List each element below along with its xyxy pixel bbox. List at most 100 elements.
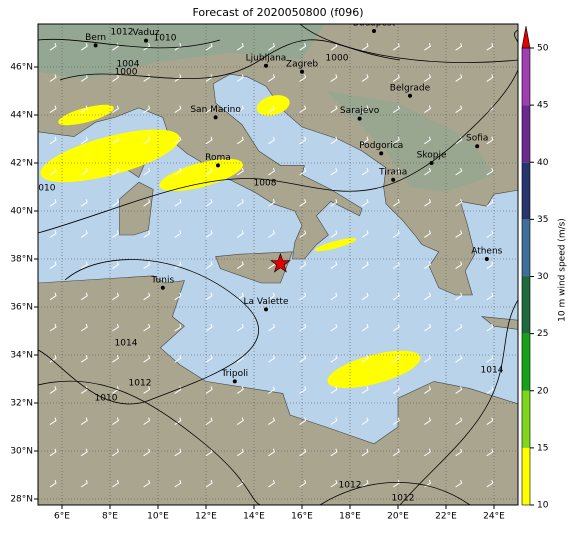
wind-barb [455, 230, 463, 238]
wind-barb [205, 261, 213, 270]
city-dot [429, 161, 434, 165]
wind-barb [49, 43, 57, 51]
x-tick-label: 16°E [291, 512, 313, 522]
wind-barb [143, 448, 151, 457]
isobar [38, 38, 221, 49]
city-label: Tripoli [220, 369, 248, 379]
wind-barb [361, 261, 369, 270]
colorbar: 10 15 20 25 30 35 40 45 50 [521, 25, 549, 511]
wind-barb [361, 479, 369, 488]
wind-barb [236, 323, 244, 332]
wind-barb [424, 167, 431, 176]
wind-barb [361, 74, 369, 82]
wind-barb [392, 230, 400, 238]
wind-barb [392, 479, 400, 488]
wind-barb [330, 323, 338, 332]
wind-barb [174, 479, 182, 488]
city-label: La Valette [244, 297, 289, 307]
wind-barb [268, 355, 275, 363]
wind-barb [486, 74, 494, 82]
wind-barb [299, 386, 307, 394]
wind-barb [80, 417, 88, 426]
wind-barb [330, 105, 338, 114]
wind-barb [392, 417, 400, 426]
wind-barb [268, 199, 275, 207]
wind-barb [486, 136, 494, 145]
city-dot [232, 379, 237, 384]
city-dot [144, 38, 148, 43]
y-tick-label: 34°N [10, 351, 33, 361]
wind-barb [361, 386, 369, 394]
event-star [270, 252, 291, 273]
city-dot [475, 144, 480, 149]
wind-barb [299, 43, 307, 51]
city-dot [408, 93, 412, 98]
isobar [38, 259, 259, 405]
colorbar-tick-label: 40 [537, 158, 549, 168]
wind-barb [424, 292, 431, 301]
wind-barb [174, 261, 182, 270]
wind-barb [236, 230, 244, 238]
city-label: Tunis [150, 275, 174, 285]
x-tick-label: 22°E [435, 512, 457, 522]
y-tick-label: 32°N [10, 399, 33, 409]
wind-barb [80, 261, 88, 270]
colorbar-tick-label: 45 [537, 101, 548, 111]
wind-barb [205, 479, 213, 488]
wind-barb [49, 167, 57, 176]
city-label: Sarajevo [340, 106, 380, 116]
wind-barb [143, 417, 151, 426]
wind-barb [236, 386, 244, 394]
wind-barb [268, 448, 275, 457]
wind-barb [143, 386, 151, 394]
colorbar-tick-label: 20 [537, 386, 549, 396]
x-tick-label: 6°E [54, 512, 70, 522]
wind-barb [143, 43, 151, 51]
wind-barb [455, 292, 463, 301]
city-label: Belgrade [390, 83, 431, 93]
wind-barb [330, 448, 338, 457]
wind-barb [392, 292, 400, 301]
city-label: Skopje [417, 151, 447, 161]
wind-barb [80, 386, 88, 394]
wind-barb [424, 417, 431, 426]
colorbar-label: 10 m wind speed (m/s) [558, 218, 568, 322]
city-dot [357, 116, 362, 121]
wind-barb [299, 74, 307, 82]
city-dot [213, 115, 218, 120]
wind-barb [49, 386, 57, 394]
wind-barb [143, 136, 151, 145]
wind-barb [143, 74, 151, 82]
wind-barb [112, 323, 119, 332]
wind-barb [49, 355, 57, 363]
isobar-label: 1010 [33, 184, 56, 194]
city-dot [264, 63, 268, 68]
isobar [38, 380, 261, 505]
isobar-label: 1010 [154, 34, 177, 44]
wind-barb [143, 323, 151, 332]
wind-barb [392, 43, 400, 51]
wind-barb [49, 448, 57, 457]
wind-barb [236, 261, 244, 270]
x-tick-label: 14°E [243, 512, 265, 522]
wind-barb [455, 417, 463, 426]
wind-barb [392, 105, 400, 114]
city-dot [372, 29, 376, 33]
wind-barb [112, 355, 119, 363]
wind-barb [80, 230, 88, 238]
colorbar-segment [522, 162, 530, 220]
land [119, 181, 154, 236]
wind-barb [143, 199, 151, 207]
alps [38, 24, 325, 79]
isobar [38, 29, 518, 234]
wind-barb [455, 74, 463, 82]
wind-barb [174, 199, 182, 207]
colorbar-segment [522, 219, 530, 277]
wind-barb [486, 167, 494, 176]
wind-barb [80, 199, 88, 207]
wind-barb [424, 261, 431, 270]
wind-barb [205, 167, 213, 176]
wind-barb [392, 261, 400, 270]
city-dot [300, 69, 304, 74]
wind-barb [49, 74, 57, 82]
